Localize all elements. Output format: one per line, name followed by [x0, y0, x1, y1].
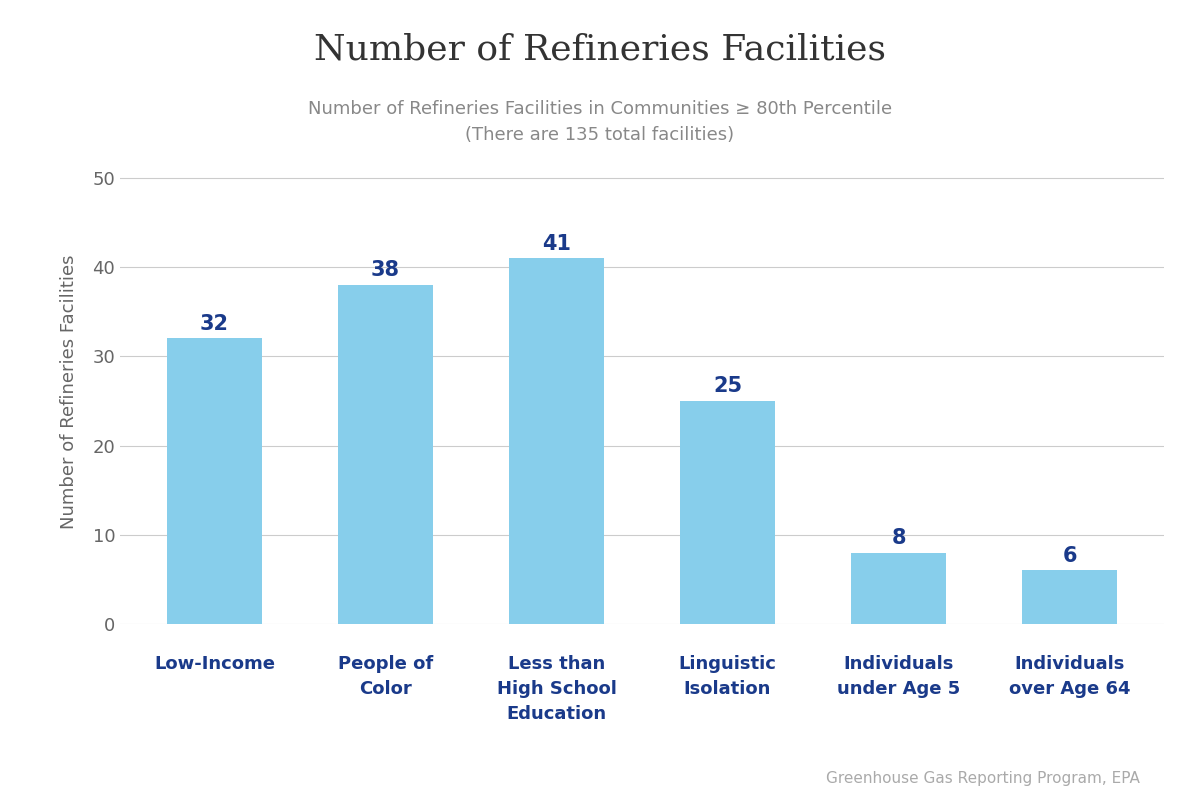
Text: Number of Refineries Facilities in Communities ≥ 80th Percentile
(There are 135 : Number of Refineries Facilities in Commu… [308, 100, 892, 144]
Bar [338, 285, 432, 624]
Text: Number of Refineries Facilities: Number of Refineries Facilities [314, 32, 886, 66]
Bar [510, 258, 604, 624]
Text: 25: 25 [713, 377, 742, 397]
Y-axis label: Number of Refineries Facilities: Number of Refineries Facilities [60, 254, 78, 530]
Text: Individuals
under Age 5: Individuals under Age 5 [836, 655, 960, 698]
Text: 32: 32 [200, 314, 229, 334]
Text: 38: 38 [371, 261, 400, 281]
Text: Low-Income: Low-Income [154, 655, 275, 674]
Bar [852, 553, 946, 624]
Text: Individuals
over Age 64: Individuals over Age 64 [1009, 655, 1130, 698]
Text: People of
Color: People of Color [338, 655, 433, 698]
Text: 6: 6 [1062, 546, 1076, 566]
Bar [168, 338, 262, 624]
Text: 8: 8 [892, 528, 906, 548]
Text: Less than
High School
Education: Less than High School Education [497, 655, 617, 723]
Bar [680, 401, 774, 624]
Text: 41: 41 [542, 234, 571, 254]
Text: Greenhouse Gas Reporting Program, EPA: Greenhouse Gas Reporting Program, EPA [826, 770, 1140, 786]
Text: Linguistic
Isolation: Linguistic Isolation [678, 655, 776, 698]
Bar [1022, 570, 1116, 624]
